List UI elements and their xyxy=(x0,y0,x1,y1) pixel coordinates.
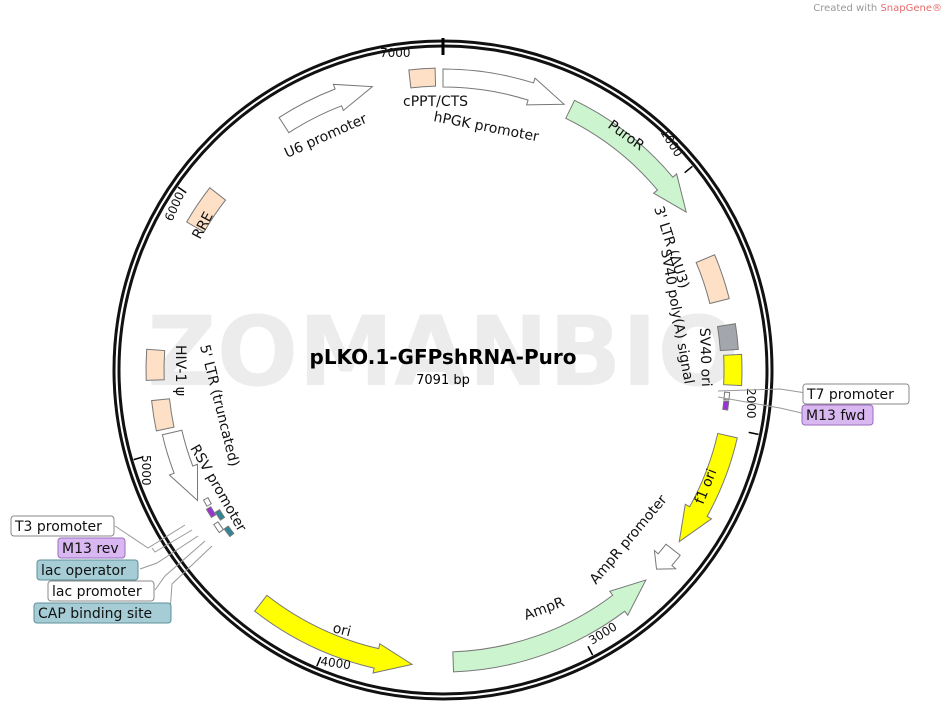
watermark: ZOMANBIO xyxy=(147,296,739,408)
feature-hiv-psi[interactable] xyxy=(145,348,166,381)
tick-7000: 7000 xyxy=(380,46,411,60)
callout-cap-binding-site[interactable]: CAP binding site xyxy=(33,602,172,624)
tick-mark-2000 xyxy=(748,431,759,436)
feature-u6-promoter[interactable] xyxy=(278,83,374,134)
feature-hpgk-promoter[interactable] xyxy=(442,68,566,106)
feature-5ltr[interactable] xyxy=(151,398,175,432)
feature-cppt-cts[interactable] xyxy=(408,67,437,89)
label-ampr: AmpR xyxy=(522,594,567,623)
plasmid-name: pLKO.1-GFPshRNA-Puro xyxy=(310,345,577,369)
label-sv40ori: SV40 ori xyxy=(696,328,714,387)
callout-lacprom-text: lac promoter xyxy=(52,584,142,600)
snapgene-credit: Created with SnapGene® xyxy=(813,3,942,14)
feature-t3-promoter[interactable] xyxy=(202,496,213,507)
tick-mark-4000 xyxy=(316,656,322,667)
tick-mark-1000 xyxy=(684,165,693,174)
callout-m13rev-text: M13 rev xyxy=(62,541,119,557)
feature-ampr-promoter[interactable] xyxy=(653,543,681,570)
credit-prefix: Created with xyxy=(813,3,881,14)
feature-m13-fwd[interactable] xyxy=(722,400,730,411)
callout-t7-promoter[interactable]: T7 promoter xyxy=(802,383,910,405)
callout-t3-text: T3 promoter xyxy=(14,519,102,535)
feature-puror[interactable] xyxy=(565,99,687,214)
callout-m13-rev[interactable]: M13 rev xyxy=(57,537,126,559)
feature-m13-rev[interactable] xyxy=(205,506,217,519)
feature-cap-site[interactable] xyxy=(223,525,235,538)
feature-rre[interactable] xyxy=(185,187,227,233)
label-psi: HIV-1 ψ xyxy=(172,345,188,396)
callout-t3-promoter[interactable]: T3 promoter xyxy=(10,515,115,537)
feature-rsv-promoter[interactable] xyxy=(161,429,199,502)
plasmid-length: 7091 bp xyxy=(416,373,470,388)
feature-lac-operator[interactable] xyxy=(214,508,226,521)
callout-cap-text: CAP binding site xyxy=(38,606,152,622)
feature-sv40-polya[interactable] xyxy=(723,353,743,387)
label-ori: ori xyxy=(331,620,353,640)
tick-mark-5000 xyxy=(133,456,144,461)
label-amprprom: AmpR promoter xyxy=(587,492,671,588)
feature-3ltr[interactable] xyxy=(695,254,730,305)
callout-m13-fwd[interactable]: M13 fwd xyxy=(801,404,874,426)
feature-f1-ori[interactable] xyxy=(678,432,738,543)
tick-5000: 5000 xyxy=(139,455,153,486)
tick-4000: 4000 xyxy=(320,654,352,672)
label-hpgk: hPGK promoter xyxy=(432,109,540,145)
feature-ori[interactable] xyxy=(253,594,414,674)
label-cppt: cPPT/CTS xyxy=(403,94,468,110)
feature-sv40-ori[interactable] xyxy=(717,323,739,352)
callout-t7-text: T7 promoter xyxy=(806,387,894,403)
callout-lac-promoter[interactable]: lac promoter xyxy=(47,580,155,602)
callout-lac-operator[interactable]: lac operator xyxy=(36,559,139,581)
credit-brand: SnapGene® xyxy=(880,3,942,14)
callout-m13fwd-text: M13 fwd xyxy=(806,408,865,424)
feature-lac-promoter[interactable] xyxy=(213,521,225,534)
tick-mark-6000 xyxy=(177,186,187,194)
callout-lacop-text: lac operator xyxy=(41,563,126,579)
feature-ampr[interactable] xyxy=(452,579,647,673)
tick-mark-3000 xyxy=(587,645,594,656)
